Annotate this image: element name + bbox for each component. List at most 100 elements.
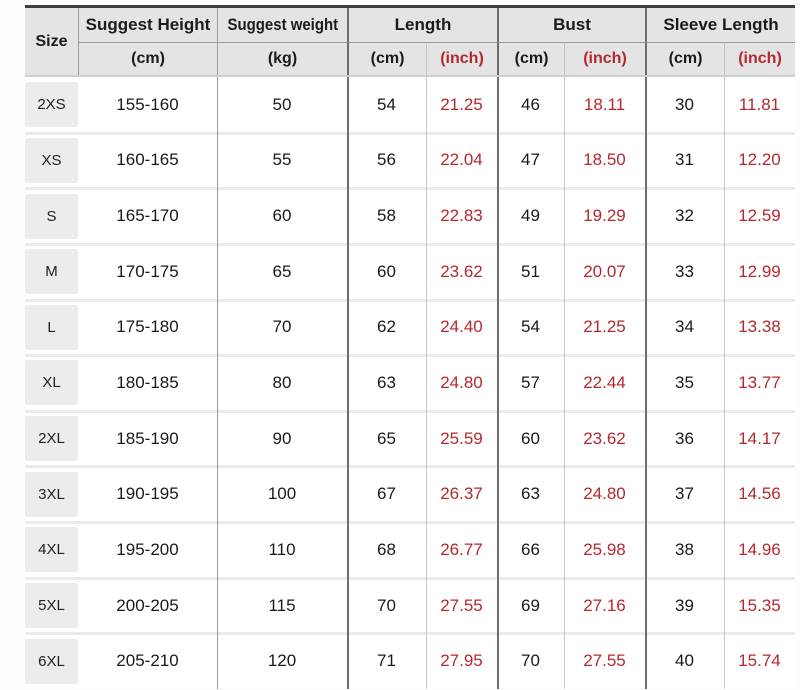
length-inch-cell: 24.80	[440, 372, 483, 392]
sleeve-cm-cell: 40	[675, 651, 694, 671]
length-cm-cell: 62	[377, 317, 396, 337]
bust-inch-cell: 19.29	[583, 206, 626, 226]
unit-sleeve-inch: (inch)	[724, 42, 795, 75]
bust-cm-cell: 46	[521, 94, 540, 114]
height-cell: 195-200	[116, 539, 179, 559]
length-cm-cell: 58	[377, 206, 396, 226]
length-inch-cell: 27.95	[440, 651, 483, 671]
header-suggest-weight-label: Suggest weight	[227, 15, 338, 34]
size-cell: 5XL	[25, 578, 78, 634]
bust-cm-cell: 63	[521, 484, 540, 504]
size-cell: L	[25, 300, 78, 356]
unit-bust-inch: (inch)	[564, 42, 645, 75]
size-badge: 2XS	[25, 82, 78, 128]
sleeve-cm-cell: 38	[675, 539, 694, 559]
height-cell: 165-170	[116, 206, 179, 226]
header-suggest-height: Suggest Height	[78, 8, 217, 42]
column-divider	[497, 77, 499, 689]
row-separator	[25, 576, 795, 580]
unit-weight-kg: (kg)	[217, 42, 347, 75]
bust-cm-cell: 47	[521, 150, 540, 170]
sleeve-cm-cell: 32	[675, 206, 694, 226]
length-cm-cell: 65	[377, 428, 396, 448]
sleeve-cm-cell: 30	[675, 94, 694, 114]
table-body: 2XS 155-160 50 54 21.25 46 18.11 30 11.8…	[25, 77, 795, 689]
size-cell: XS	[25, 133, 78, 189]
size-badge: 2XL	[25, 416, 78, 462]
bust-inch-cell: 18.11	[583, 94, 626, 114]
row-separator	[25, 187, 795, 191]
bust-inch-cell: 22.44	[583, 372, 626, 392]
size-badge: XL	[25, 360, 78, 406]
height-cell: 160-165	[116, 150, 179, 170]
size-cell: S	[25, 188, 78, 244]
sleeve-cm-cell: 34	[675, 317, 694, 337]
height-cell: 180-185	[116, 372, 179, 392]
sleeve-inch-cell: 13.38	[738, 317, 781, 337]
bust-inch-cell: 25.98	[583, 539, 626, 559]
row-separator	[25, 632, 795, 636]
size-badge: XS	[25, 137, 78, 183]
sleeve-cm-cell: 39	[675, 595, 694, 615]
bust-cm-cell: 70	[521, 651, 540, 671]
size-cell: 6XL	[25, 633, 78, 689]
bust-cm-cell: 57	[521, 372, 540, 392]
height-cell: 190-195	[116, 484, 179, 504]
sleeve-inch-cell: 11.81	[738, 94, 781, 114]
length-inch-cell: 27.55	[440, 595, 483, 615]
height-cell: 185-190	[116, 428, 179, 448]
weight-cell: 70	[272, 317, 292, 337]
length-inch-cell: 25.59	[440, 428, 483, 448]
weight-cell: 110	[268, 539, 296, 559]
sleeve-cm-cell: 33	[675, 261, 694, 281]
bust-inch-cell: 23.62	[583, 428, 626, 448]
sleeve-cm-cell: 31	[675, 150, 694, 170]
unit-height-cm: (cm)	[78, 42, 217, 75]
size-badge: S	[25, 193, 78, 239]
bust-inch-cell: 21.25	[583, 317, 626, 337]
height-cell: 205-210	[116, 651, 179, 671]
weight-cell: 90	[272, 428, 292, 448]
weight-cell: 80	[272, 372, 292, 392]
weight-cell: 55	[272, 150, 292, 170]
row-separator	[25, 465, 795, 469]
length-inch-cell: 21.25	[440, 94, 483, 114]
length-cm-cell: 71	[377, 651, 396, 671]
table-header: Size Suggest Height Suggest weight Lengt…	[25, 5, 795, 77]
length-inch-cell: 22.04	[440, 150, 483, 170]
bust-cm-cell: 69	[521, 595, 540, 615]
header-suggest-weight: Suggest weight	[217, 8, 347, 42]
bust-cm-cell: 51	[521, 261, 540, 281]
height-cell: 200-205	[116, 595, 179, 615]
column-divider	[645, 77, 647, 689]
length-inch-cell: 26.77	[440, 539, 483, 559]
unit-sleeve-cm: (cm)	[645, 42, 724, 75]
bust-inch-cell: 27.55	[583, 651, 626, 671]
row-separator	[25, 131, 795, 135]
sleeve-cm-cell: 36	[675, 428, 694, 448]
weight-cell: 115	[268, 595, 296, 615]
sleeve-cm-cell: 35	[675, 372, 694, 392]
sleeve-inch-cell: 12.99	[738, 261, 781, 281]
sleeve-inch-cell: 12.20	[738, 150, 781, 170]
sleeve-inch-cell: 14.56	[738, 484, 781, 504]
bust-cm-cell: 66	[521, 539, 540, 559]
weight-cell: 50	[272, 94, 292, 114]
height-cell: 175-180	[116, 317, 179, 337]
length-cm-cell: 68	[377, 539, 396, 559]
row-separator	[25, 409, 795, 413]
weight-cell: 120	[267, 651, 297, 671]
bust-inch-cell: 27.16	[583, 595, 626, 615]
size-badge: M	[25, 249, 78, 295]
sleeve-inch-cell: 13.77	[738, 372, 781, 392]
unit-length-cm: (cm)	[347, 42, 426, 75]
row-separator	[25, 521, 795, 524]
length-cm-cell: 63	[377, 372, 396, 392]
size-badge: 5XL	[25, 583, 78, 629]
header-size: Size	[35, 32, 68, 50]
header-length: Length	[347, 8, 497, 42]
row-separator	[25, 354, 795, 358]
column-divider	[426, 77, 427, 689]
header-sleeve-length: Sleeve Length	[645, 8, 795, 42]
sleeve-cm-cell: 37	[675, 484, 694, 504]
